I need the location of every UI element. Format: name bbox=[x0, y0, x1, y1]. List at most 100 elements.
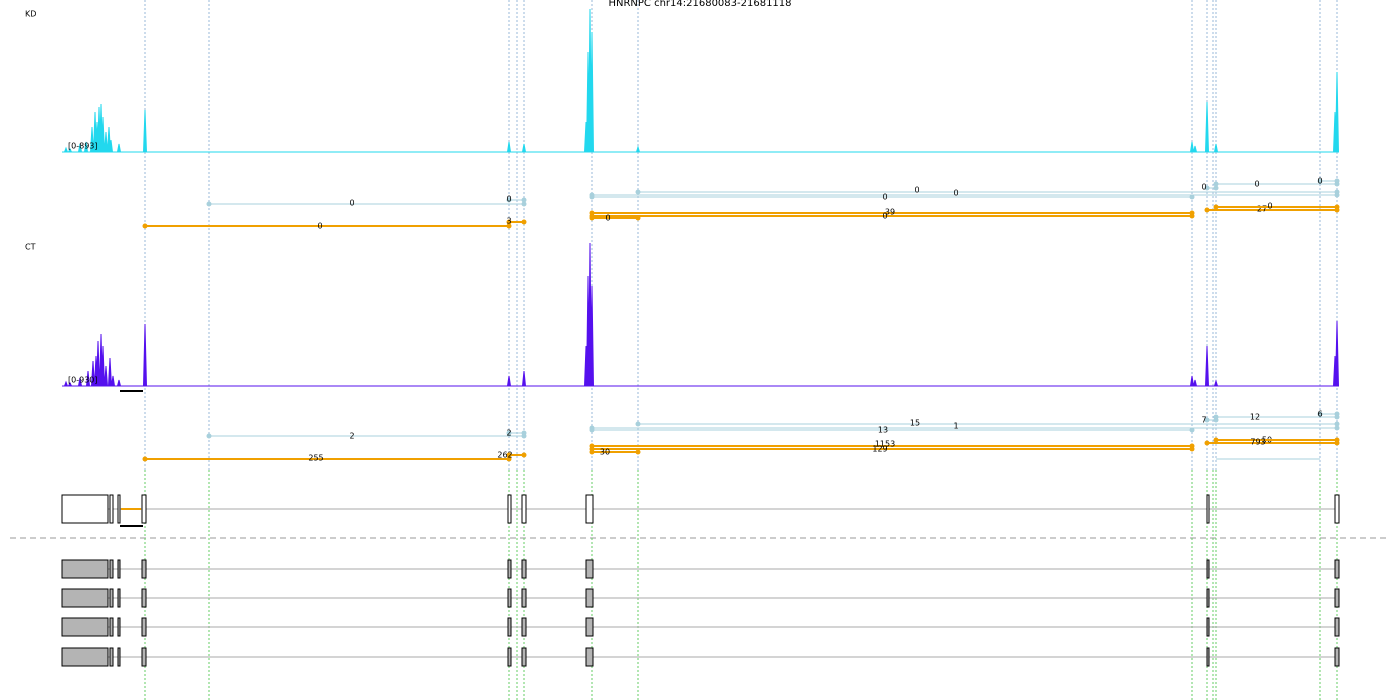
track-range: [0-893] bbox=[68, 142, 98, 151]
track-label: KD bbox=[25, 10, 36, 19]
exon bbox=[141, 588, 147, 608]
junction-end bbox=[1189, 446, 1195, 452]
junction-count: 27 bbox=[1257, 205, 1267, 214]
junction-count: 262 bbox=[497, 451, 512, 460]
junction-end bbox=[1317, 178, 1323, 184]
junction-end bbox=[1189, 213, 1195, 219]
junction-count: 793 bbox=[1250, 438, 1265, 447]
junction-count: 0 bbox=[914, 186, 919, 195]
junction-end bbox=[1204, 185, 1210, 191]
junction-count: 0 bbox=[882, 212, 887, 221]
exon bbox=[507, 647, 512, 667]
junction-count: 2 bbox=[506, 429, 511, 438]
junction-end bbox=[1204, 440, 1210, 446]
junction-end bbox=[635, 421, 641, 427]
junction-end bbox=[206, 201, 212, 207]
junction-count: 6 bbox=[1317, 410, 1322, 419]
exon bbox=[521, 647, 527, 667]
junction-count: 0 bbox=[1267, 202, 1272, 211]
exon bbox=[1206, 617, 1210, 637]
junction-end bbox=[1213, 181, 1219, 187]
exon bbox=[141, 559, 147, 579]
junction-end bbox=[142, 456, 148, 462]
exon bbox=[1206, 494, 1210, 524]
junction-end bbox=[1204, 417, 1210, 423]
junction-count: 0 bbox=[317, 222, 322, 231]
junction-end bbox=[635, 215, 641, 221]
junction-count: 0 bbox=[605, 214, 610, 223]
exon bbox=[109, 494, 114, 524]
junction-end bbox=[506, 430, 512, 436]
track-label: CT bbox=[25, 243, 36, 252]
junction-count: 3 bbox=[506, 217, 511, 226]
junction-end bbox=[1189, 427, 1195, 433]
junction-count: 12 bbox=[1250, 413, 1260, 422]
junction-end bbox=[589, 194, 595, 200]
exon bbox=[109, 617, 114, 637]
junction-end bbox=[521, 197, 527, 203]
exon bbox=[61, 559, 109, 579]
exon bbox=[507, 494, 512, 524]
exon bbox=[507, 559, 512, 579]
junction-end bbox=[635, 189, 641, 195]
plot-title: HNRNPC chr14:21680083-21681118 bbox=[608, 0, 791, 9]
junction-end bbox=[1334, 411, 1340, 417]
exon bbox=[585, 559, 594, 579]
exon bbox=[507, 588, 512, 608]
junction-end bbox=[506, 223, 512, 229]
exon bbox=[1334, 559, 1340, 579]
junction-count: 13 bbox=[878, 426, 888, 435]
scale-bar bbox=[120, 390, 143, 392]
junction-end bbox=[1334, 437, 1340, 443]
coverage bbox=[62, 242, 1339, 387]
junction-count: 255 bbox=[308, 454, 323, 463]
junction-count: 0 bbox=[1254, 180, 1259, 189]
exon bbox=[1206, 647, 1210, 667]
junction-end bbox=[521, 201, 527, 207]
junction-end bbox=[506, 219, 512, 225]
junction-count: 129 bbox=[872, 445, 887, 454]
exon bbox=[109, 588, 114, 608]
junction-end bbox=[506, 197, 512, 203]
exon bbox=[109, 559, 114, 579]
junction-count: 0 bbox=[953, 189, 958, 198]
junction-count: 15 bbox=[910, 419, 920, 428]
exon bbox=[1334, 617, 1340, 637]
exon bbox=[521, 494, 527, 524]
junction-end bbox=[1213, 185, 1219, 191]
junction-end bbox=[1334, 204, 1340, 210]
junction-count: 1 bbox=[953, 422, 958, 431]
junction-end bbox=[1213, 437, 1219, 443]
scale-bar bbox=[120, 525, 143, 527]
junction-end bbox=[1189, 194, 1195, 200]
exon bbox=[141, 647, 147, 667]
junction-count: 0 bbox=[1201, 183, 1206, 192]
exon bbox=[1334, 494, 1340, 524]
exon bbox=[521, 559, 527, 579]
junction-end bbox=[1204, 207, 1210, 213]
junction-count: 0 bbox=[506, 195, 511, 204]
exon bbox=[1334, 588, 1340, 608]
exon bbox=[117, 647, 121, 667]
junction-end bbox=[1334, 192, 1340, 198]
exon bbox=[585, 647, 594, 667]
junction-end bbox=[1334, 421, 1340, 427]
junction-count: 30 bbox=[600, 448, 610, 457]
junction-count: 7 bbox=[1201, 416, 1206, 425]
exon bbox=[117, 559, 121, 579]
junction-end bbox=[1334, 425, 1340, 431]
exon bbox=[1206, 559, 1210, 579]
junction-end bbox=[142, 223, 148, 229]
junction-end bbox=[1317, 411, 1323, 417]
junction-end bbox=[1213, 204, 1219, 210]
junction-end bbox=[506, 456, 512, 462]
exon bbox=[585, 494, 594, 524]
exon bbox=[61, 494, 109, 524]
junction-end bbox=[521, 219, 527, 225]
junction-count: 1153 bbox=[875, 440, 895, 449]
exon bbox=[1206, 588, 1210, 608]
junction-end bbox=[589, 427, 595, 433]
junction-end bbox=[589, 449, 595, 455]
exon bbox=[61, 617, 109, 637]
exon bbox=[141, 494, 147, 524]
